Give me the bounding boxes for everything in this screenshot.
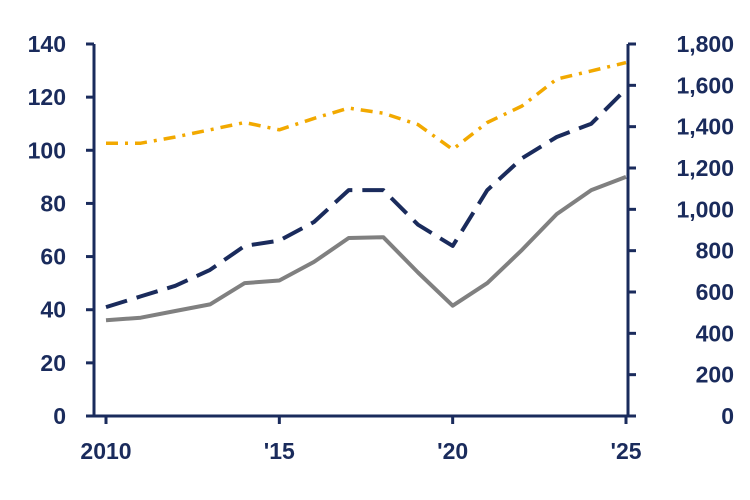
- axes: [86, 44, 636, 424]
- right-y-tick-label: 1,800: [676, 31, 734, 57]
- right-y-tick-label: 200: [696, 362, 734, 388]
- left-y-tick-label: 120: [28, 84, 66, 110]
- left-y-tick-label: 60: [40, 244, 66, 270]
- left-y-tick-label: 0: [53, 403, 66, 429]
- right-y-tick-label: 1,400: [676, 114, 734, 140]
- left-y-tick-label: 20: [40, 350, 66, 376]
- left-y-tick-label: 40: [40, 297, 66, 323]
- left-y-tick-label: 100: [28, 137, 66, 163]
- series-line-dashdot: [106, 63, 626, 150]
- x-tick-label: '25: [610, 438, 641, 464]
- x-tick-label: '20: [437, 438, 468, 464]
- x-tick-label: '15: [264, 438, 295, 464]
- right-y-tick-label: 1,200: [676, 155, 734, 181]
- series-line-dashed: [106, 89, 626, 307]
- left-y-tick-label: 80: [40, 190, 66, 216]
- right-y-tick-label: 400: [696, 320, 734, 346]
- right-y-tick-label: 0: [721, 403, 734, 429]
- right-y-tick-label: 600: [696, 279, 734, 305]
- right-y-tick-label: 1,000: [676, 196, 734, 222]
- right-y-tick-label: 800: [696, 238, 734, 264]
- series-line-solid: [106, 177, 626, 320]
- left-y-tick-label: 140: [28, 31, 66, 57]
- right-y-tick-label: 1,600: [676, 72, 734, 98]
- x-tick-label: 2010: [80, 438, 131, 464]
- series-layer: [106, 63, 626, 321]
